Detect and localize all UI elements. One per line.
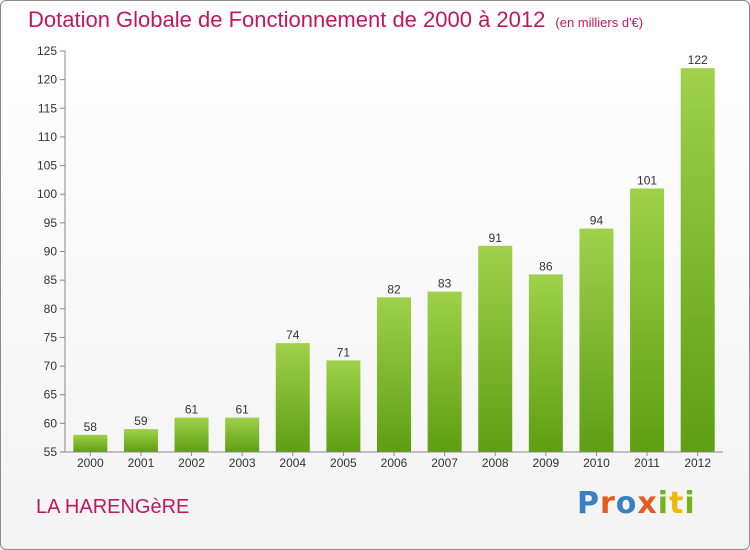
- chart-title: Dotation Globale de Fonctionnement de 20…: [28, 7, 643, 33]
- proxiti-logo: Proxiti: [577, 486, 696, 521]
- x-tick-label: 2011: [634, 456, 660, 470]
- logo-letter: o: [615, 486, 638, 521]
- bars: 58 59 61 61 74 71 82 83 91 86 94 101 122: [73, 53, 715, 452]
- bar: [630, 188, 665, 452]
- logo-letter: P: [577, 486, 600, 521]
- commune-name: LA HARENGèRE: [36, 496, 190, 518]
- bar-value-label: 91: [489, 231, 503, 245]
- bar: [123, 429, 158, 452]
- bar-value-label: 61: [235, 403, 249, 417]
- bar: [478, 245, 513, 452]
- y-tick-label: 55: [44, 445, 58, 459]
- bar-value-label: 83: [438, 277, 452, 291]
- bar: [427, 291, 462, 452]
- x-tick-label: 2006: [381, 456, 408, 470]
- logo-letter: x: [637, 486, 658, 521]
- logo-letter: t: [669, 486, 685, 521]
- bar: [579, 228, 614, 452]
- x-tick-label: 2008: [482, 456, 509, 470]
- bar-value-label: 61: [185, 403, 199, 417]
- x-tick-label: 2005: [330, 456, 357, 470]
- y-tick-label: 110: [38, 130, 57, 144]
- bar-value-label: 122: [688, 53, 708, 67]
- bar-value-label: 101: [637, 173, 657, 187]
- y-tick-label: 65: [44, 388, 58, 402]
- chart-title-text: Dotation Globale de Fonctionnement de 20…: [28, 7, 546, 32]
- y-tick-label: 120: [37, 73, 57, 87]
- bar-value-label: 82: [387, 282, 401, 296]
- y-tick-label: 100: [37, 187, 57, 201]
- x-tick-label: 2000: [77, 456, 104, 470]
- bar-value-label: 71: [337, 345, 351, 359]
- bar-value-label: 58: [84, 420, 98, 434]
- x-tick-label: 2004: [279, 456, 306, 470]
- x-tick-label: 2012: [684, 456, 711, 470]
- y-tick-label: 75: [44, 330, 58, 344]
- y-tick-label: 115: [38, 101, 57, 115]
- bar-value-label: 74: [286, 328, 300, 342]
- x-tick-label: 2009: [532, 456, 559, 470]
- bar: [73, 434, 108, 452]
- bar: [377, 297, 411, 452]
- y-tick-label: 95: [44, 216, 58, 230]
- bar-value-label: 59: [134, 414, 148, 428]
- y-axis: 55 60 65 70 75 80 85 90 95 100 105 110 115 120 125: [37, 44, 66, 459]
- x-axis: 2000 2001 2002 2003 2004 2005 2006 2007 2008 2009…: [65, 451, 723, 470]
- x-tick-label: 2010: [583, 456, 610, 470]
- bar-value-label: 94: [590, 214, 604, 228]
- x-tick-label: 2002: [178, 456, 205, 470]
- logo-letter: r: [600, 486, 616, 521]
- bar: [680, 68, 715, 452]
- x-tick-label: 2007: [431, 456, 458, 470]
- y-tick-label: 90: [44, 245, 58, 259]
- y-tick-label: 125: [37, 44, 57, 58]
- y-tick-label: 80: [44, 302, 58, 316]
- bar: [225, 417, 260, 452]
- bar: [326, 360, 361, 452]
- chart-unit: (en milliers d'€): [555, 15, 644, 30]
- logo-letter: i: [684, 486, 696, 521]
- y-tick-label: 105: [37, 159, 57, 173]
- y-tick-label: 85: [44, 273, 58, 287]
- x-tick-label: 2003: [229, 456, 256, 470]
- bar: [528, 274, 563, 452]
- bar: [174, 417, 209, 452]
- y-tick-label: 70: [44, 359, 58, 373]
- y-tick-label: 60: [44, 416, 58, 430]
- bar: [275, 343, 310, 452]
- x-tick-label: 2001: [128, 456, 155, 470]
- logo-letter: i: [657, 486, 670, 521]
- bar-value-label: 86: [539, 259, 553, 273]
